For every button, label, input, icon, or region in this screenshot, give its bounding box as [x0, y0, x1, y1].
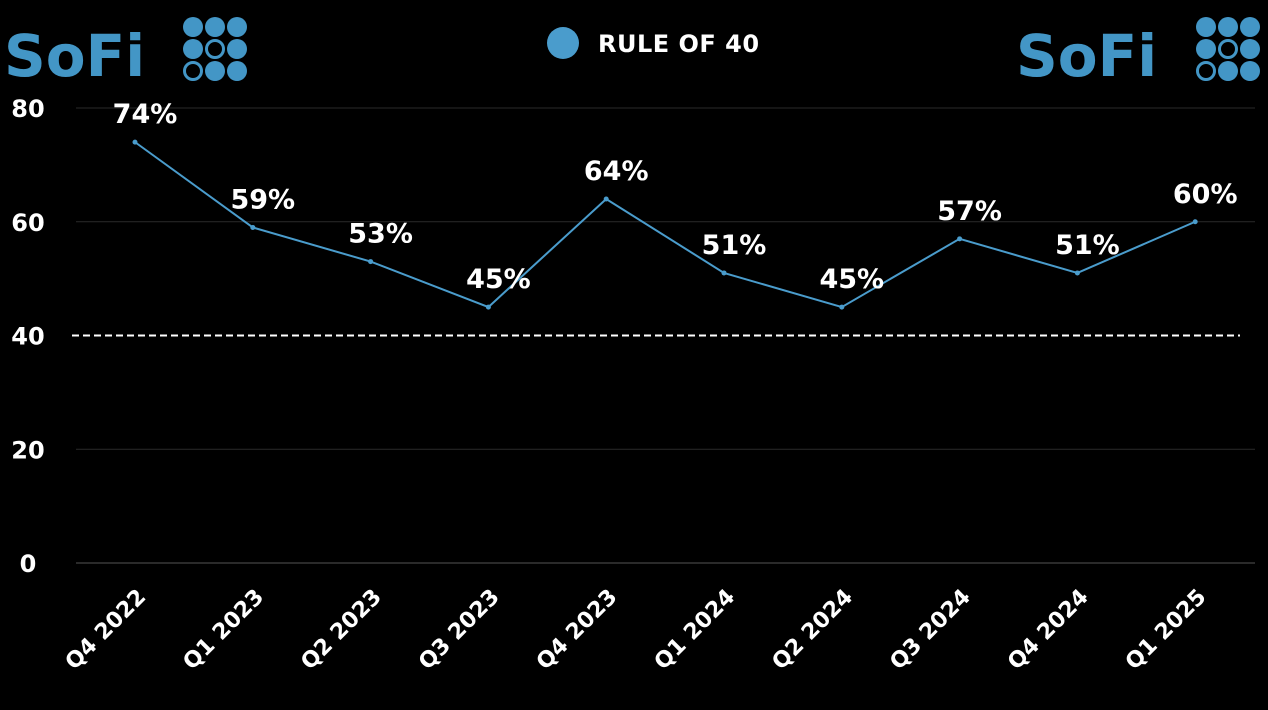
data-label: 74%: [113, 99, 178, 130]
data-label: 45%: [466, 264, 531, 295]
sofi-dot-grid-icon: [183, 17, 247, 81]
logo-dot: [227, 61, 247, 81]
logo-dot: [1240, 39, 1260, 59]
logo-dot: [1218, 17, 1238, 37]
logo-dot: [1196, 17, 1216, 37]
logo-dot: [1218, 39, 1238, 59]
y-axis-ticks: 0 20 40 60 80: [11, 95, 44, 578]
data-label: 57%: [937, 196, 1002, 227]
data-point: [603, 196, 609, 202]
data-label: 53%: [348, 219, 413, 250]
chart-legend: RULE OF 40: [547, 27, 760, 59]
legend-marker: [547, 27, 579, 59]
y-tick-label: 40: [11, 323, 44, 351]
legend-label: RULE OF 40: [598, 30, 760, 58]
data-point: [1192, 219, 1198, 225]
sofi-wordmark-left: SoFi: [4, 22, 145, 90]
y-tick-label: 20: [11, 436, 44, 464]
logo-dot: [1218, 61, 1238, 81]
data-label: 45%: [819, 264, 884, 295]
logo-dot: [227, 17, 247, 37]
logo-dot: [183, 61, 203, 81]
logo-dot: [205, 61, 225, 81]
data-point: [957, 236, 963, 242]
logo-dot: [227, 39, 247, 59]
logo-dot: [1240, 17, 1260, 37]
data-point: [1074, 270, 1080, 276]
data-point: [250, 224, 256, 230]
data-label: 59%: [230, 184, 295, 215]
sofi-logo-right: SoFi: [1016, 17, 1260, 90]
data-label: 51%: [1055, 230, 1120, 261]
y-tick-label: 80: [11, 95, 44, 123]
logo-dot: [183, 39, 203, 59]
logo-dot: [205, 17, 225, 37]
y-tick-label: 60: [11, 209, 44, 237]
data-label: 51%: [702, 230, 767, 261]
data-label: 64%: [584, 156, 649, 187]
sofi-dot-grid-icon: [1196, 17, 1260, 81]
logo-dot: [1196, 39, 1216, 59]
logo-dot: [1196, 61, 1216, 81]
logo-dot: [205, 39, 225, 59]
data-point: [132, 139, 138, 145]
gridlines: [76, 107, 1255, 564]
data-point: [721, 270, 727, 276]
data-point: [839, 304, 845, 310]
y-tick-label: 0: [20, 550, 37, 578]
data-labels: 74% 59% 53% 45% 64% 51% 45% 57% 51% 60%: [113, 99, 1238, 295]
sofi-logo-left: SoFi: [4, 17, 247, 90]
series-line: [134, 141, 1196, 309]
logo-dot: [1240, 61, 1260, 81]
data-point: [368, 259, 374, 265]
series-rule-of-40: [132, 139, 1198, 310]
sofi-wordmark-right: SoFi: [1016, 22, 1157, 90]
data-label: 60%: [1173, 179, 1238, 210]
data-point: [485, 304, 491, 310]
logo-dot: [183, 17, 203, 37]
